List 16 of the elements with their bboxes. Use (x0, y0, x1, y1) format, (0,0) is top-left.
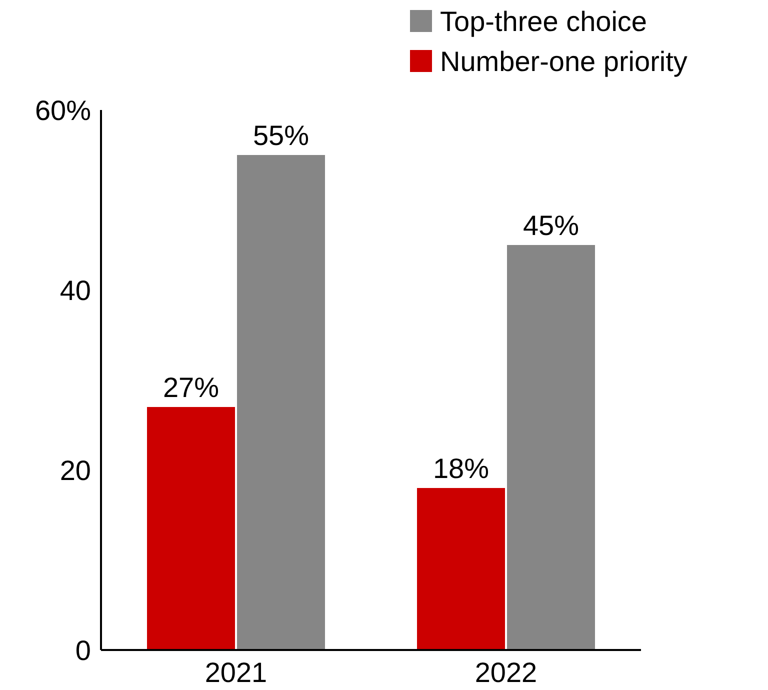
bar (237, 155, 325, 650)
data-label: 18% (432, 453, 490, 484)
data-label: 45% (522, 210, 580, 241)
x-tick-label: 2022 (474, 657, 538, 688)
y-tick-label: 0 (75, 634, 91, 666)
bar (417, 488, 505, 650)
legend-label: Number-one priority (440, 46, 688, 77)
bar (507, 245, 595, 650)
data-label: 55% (252, 120, 310, 151)
x-tick-label: 2021 (204, 657, 268, 688)
y-tick-label: 20 (60, 454, 91, 486)
legend-label: Top-three choice (440, 6, 648, 37)
y-tick-label: 60% (34, 94, 91, 126)
y-tick-label: 40 (60, 274, 91, 306)
data-label: 27% (162, 372, 220, 403)
bar (147, 407, 235, 650)
